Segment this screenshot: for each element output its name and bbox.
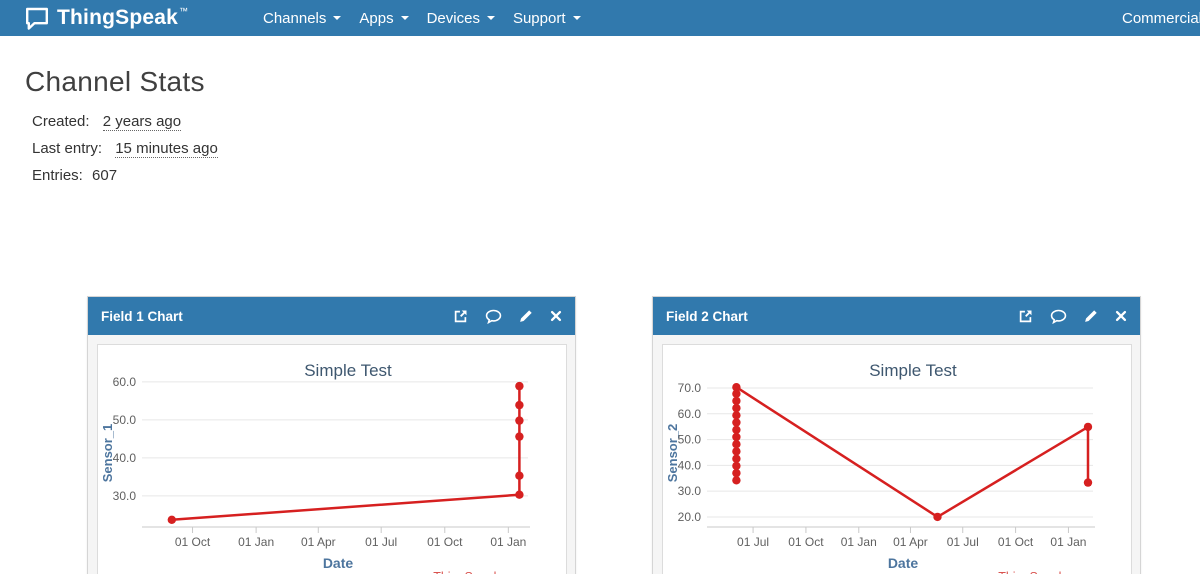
panel-toolbar — [1018, 309, 1127, 324]
entries-value: 607 — [92, 167, 118, 184]
nav-item-support[interactable]: Support — [513, 10, 581, 27]
nav-item-commercial-use[interactable]: Commercial Use — [1122, 9, 1200, 27]
field2-panel-header: Field 2 Chart — [653, 297, 1140, 335]
svg-text:ThingSpeak.com: ThingSpeak.com — [433, 570, 527, 574]
svg-text:Simple Test: Simple Test — [869, 361, 957, 380]
field1-chart-canvas[interactable]: 30.0 40.0 50.0 60.0 01 Oct 01 Jan 01 Apr 01 Jul… — [97, 344, 567, 574]
nav-item-label: Apps — [359, 9, 394, 27]
svg-text:01 Oct: 01 Oct — [788, 535, 824, 549]
created-label: Created: — [32, 113, 90, 130]
svg-text:01 Apr: 01 Apr — [893, 535, 928, 549]
svg-text:50.0: 50.0 — [113, 413, 137, 427]
panel-body: 20.0 30.0 40.0 50.0 60.0 70.0 01 Jul 01 Oct 01 J… — [653, 335, 1140, 574]
page-title: Channel Stats — [25, 66, 205, 97]
svg-text:ThingSpeak.com: ThingSpeak.com — [998, 570, 1092, 574]
svg-text:60.0: 60.0 — [678, 407, 702, 421]
svg-text:20.0: 20.0 — [678, 510, 702, 524]
created-value: 2 years ago — [102, 113, 182, 131]
svg-text:40.0: 40.0 — [113, 451, 137, 465]
external-link-icon[interactable] — [1018, 309, 1033, 324]
svg-text:01 Jan: 01 Jan — [1050, 535, 1086, 549]
entries-line: Entries: 607 — [32, 167, 1200, 184]
nav-item-label: Channels — [263, 9, 327, 27]
svg-text:01 Jul: 01 Jul — [947, 535, 979, 549]
svg-text:01 Jul: 01 Jul — [737, 535, 769, 549]
svg-text:60.0: 60.0 — [113, 375, 137, 389]
nav-menu: Channels Apps Devices Support — [263, 0, 581, 36]
panel-body: 30.0 40.0 50.0 60.0 01 Oct 01 Jan 01 Apr 01 Jul… — [88, 335, 575, 574]
field1-chart-panel: Field 1 Chart 30.0 40.0 50.0 60.0 01 Oct 01 J… — [87, 296, 576, 574]
channel-stats-block: Created: 2 years ago Last entry: 15 minu… — [32, 113, 1200, 184]
chevron-down-icon — [333, 16, 342, 20]
field2-chart-panel: Field 2 Chart 20.0 30.0 40.0 50.0 60.0 70.0 01… — [652, 296, 1141, 574]
last-entry-label: Last entry: — [32, 140, 103, 157]
chevron-down-icon — [486, 16, 495, 20]
thingspeak-bubble-logo-icon — [24, 6, 50, 31]
svg-text:70.0: 70.0 — [678, 381, 702, 395]
chevron-down-icon — [400, 16, 409, 20]
svg-text:01 Apr: 01 Apr — [301, 535, 336, 549]
comment-icon[interactable] — [485, 309, 502, 324]
field2-chart-canvas[interactable]: 20.0 30.0 40.0 50.0 60.0 70.0 01 Jul 01 Oct 01 J… — [662, 344, 1132, 574]
navbar: ThingSpeak ™ Channels Apps Devices Suppo… — [0, 0, 1200, 36]
svg-text:01 Jan: 01 Jan — [841, 535, 877, 549]
close-icon[interactable] — [1115, 310, 1127, 322]
svg-text:01 Oct: 01 Oct — [175, 535, 211, 549]
last-entry-line: Last entry: 15 minutes ago — [32, 140, 1200, 158]
svg-text:50.0: 50.0 — [678, 433, 702, 447]
svg-text:Simple Test: Simple Test — [304, 361, 392, 380]
edit-pencil-icon[interactable] — [519, 309, 533, 323]
panel-title: Field 2 Chart — [666, 308, 748, 324]
panel-title: Field 1 Chart — [101, 308, 183, 324]
last-entry-value: 15 minutes ago — [115, 140, 218, 158]
svg-text:01 Oct: 01 Oct — [427, 535, 463, 549]
entries-label: Entries: — [32, 167, 83, 184]
svg-text:Date: Date — [888, 555, 919, 571]
chevron-down-icon — [572, 16, 581, 20]
svg-text:Sensor_2: Sensor_2 — [665, 424, 680, 483]
svg-text:Date: Date — [323, 555, 354, 571]
main-content: Channel Stats Created: 2 years ago Last … — [0, 66, 1200, 574]
nav-item-label: Support — [512, 9, 566, 27]
panel-toolbar — [453, 309, 562, 324]
svg-text:Sensor_1: Sensor_1 — [100, 424, 115, 483]
svg-text:01 Jan: 01 Jan — [238, 535, 274, 549]
external-link-icon[interactable] — [453, 309, 468, 324]
brand-name: ThingSpeak — [57, 6, 179, 29]
svg-text:01 Jul: 01 Jul — [365, 535, 397, 549]
nav-item-label: Devices — [426, 9, 480, 27]
edit-pencil-icon[interactable] — [1084, 309, 1098, 323]
svg-text:30.0: 30.0 — [678, 484, 702, 498]
field1-panel-header: Field 1 Chart — [88, 297, 575, 335]
svg-text:01 Oct: 01 Oct — [998, 535, 1034, 549]
nav-item-channels[interactable]: Channels — [263, 9, 342, 27]
svg-text:40.0: 40.0 — [678, 458, 702, 472]
svg-text:01 Jan: 01 Jan — [490, 535, 526, 549]
comment-icon[interactable] — [1050, 309, 1067, 324]
nav-item-apps[interactable]: Apps — [359, 9, 409, 27]
nav-item-devices[interactable]: Devices — [427, 10, 495, 27]
brand[interactable]: ThingSpeak ™ — [24, 6, 188, 31]
brand-trademark: ™ — [179, 6, 189, 16]
close-icon[interactable] — [550, 310, 562, 322]
svg-text:30.0: 30.0 — [113, 489, 137, 503]
created-line: Created: 2 years ago — [32, 113, 1200, 131]
